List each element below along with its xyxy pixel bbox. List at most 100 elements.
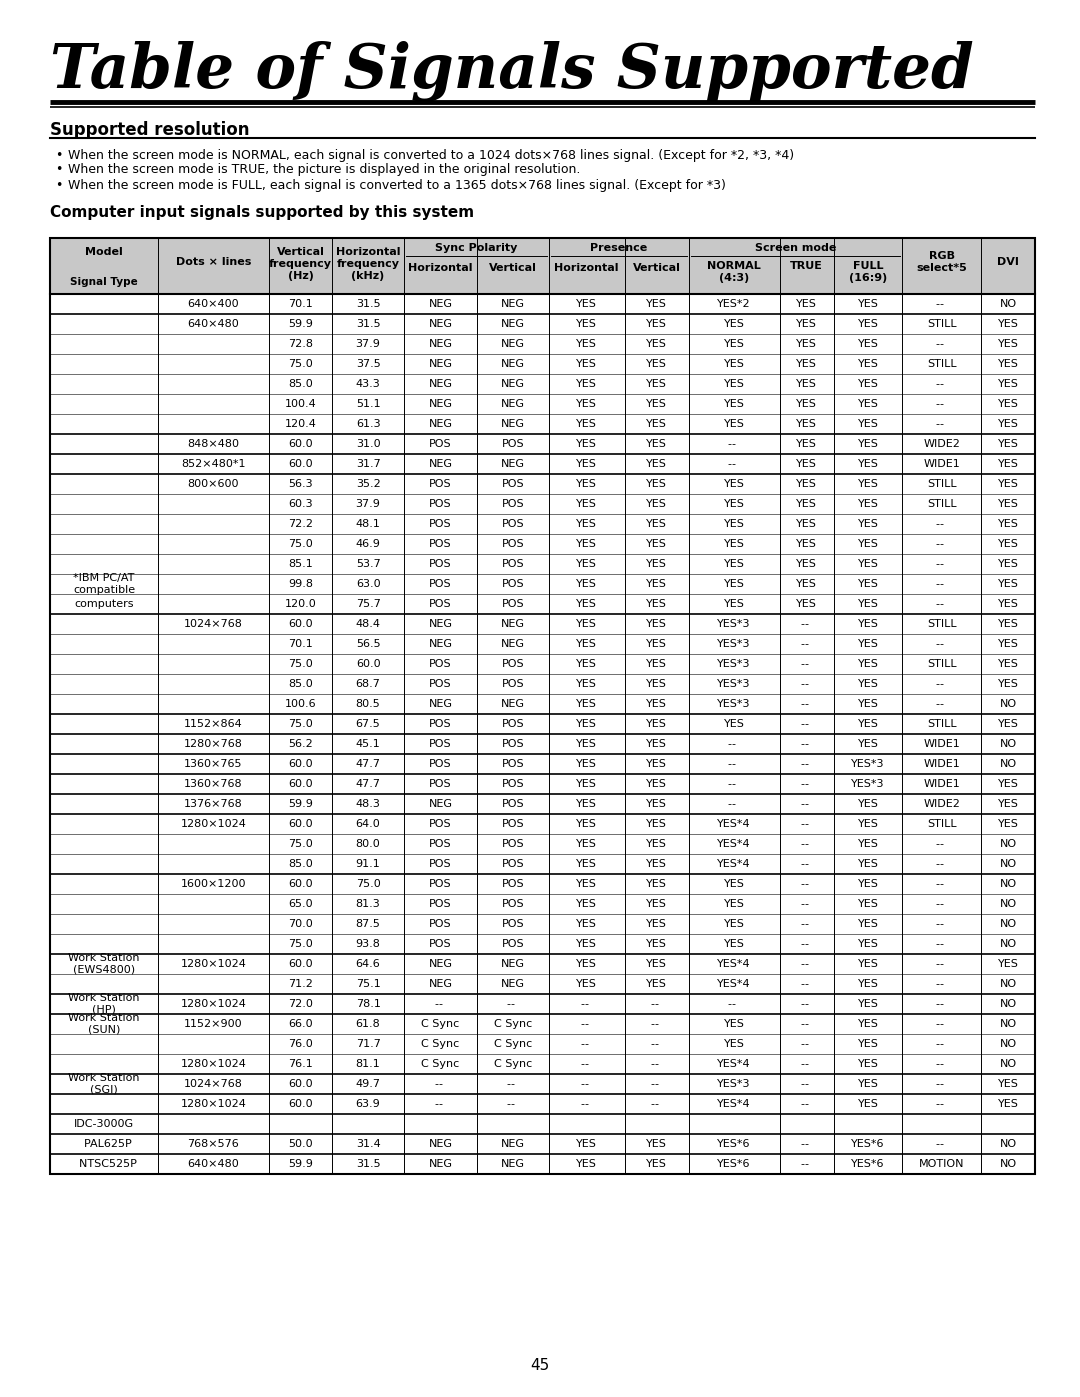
Text: YES: YES: [646, 319, 667, 330]
Text: 75.0: 75.0: [288, 840, 313, 849]
Text: STILL: STILL: [927, 359, 957, 369]
Text: POS: POS: [429, 759, 451, 768]
Text: NEG: NEG: [501, 1160, 525, 1169]
Text: 70.1: 70.1: [288, 299, 313, 309]
Text: 59.9: 59.9: [288, 799, 313, 809]
Text: NEG: NEG: [429, 419, 453, 429]
Text: 76.1: 76.1: [288, 1059, 313, 1069]
Text: 87.5: 87.5: [355, 919, 380, 929]
Text: YES: YES: [577, 840, 597, 849]
Text: YES: YES: [858, 599, 878, 609]
Text: YES: YES: [858, 559, 878, 569]
Text: NEG: NEG: [501, 400, 525, 409]
Text: YES: YES: [646, 559, 667, 569]
Text: YES*3: YES*3: [717, 619, 751, 629]
Text: 75.0: 75.0: [288, 539, 313, 549]
Text: --: --: [728, 759, 740, 768]
Text: 120.0: 120.0: [285, 599, 316, 609]
Text: POS: POS: [502, 780, 524, 789]
Text: 1360×765: 1360×765: [184, 759, 243, 768]
Text: --: --: [800, 780, 812, 789]
Text: 85.0: 85.0: [288, 679, 313, 689]
Text: --: --: [651, 1039, 662, 1049]
Text: YES: YES: [646, 599, 667, 609]
Text: --: --: [800, 958, 812, 970]
Text: TRUE: TRUE: [791, 261, 823, 271]
Text: YES: YES: [577, 319, 597, 330]
Text: YES*3: YES*3: [717, 638, 751, 650]
Text: YES: YES: [577, 539, 597, 549]
Text: NO: NO: [999, 1139, 1016, 1148]
Text: --: --: [936, 379, 947, 388]
Text: --: --: [936, 400, 947, 409]
Text: 31.0: 31.0: [355, 439, 380, 448]
Text: 65.0: 65.0: [288, 900, 313, 909]
Text: YES: YES: [858, 698, 878, 710]
Text: POS: POS: [429, 439, 451, 448]
Text: 66.0: 66.0: [288, 1018, 313, 1030]
Text: YES: YES: [858, 339, 878, 349]
Text: YES: YES: [577, 780, 597, 789]
Text: 60.0: 60.0: [288, 780, 313, 789]
Text: YES: YES: [998, 460, 1018, 469]
Text: YES: YES: [646, 400, 667, 409]
Text: YES: YES: [577, 859, 597, 869]
Text: YES: YES: [577, 499, 597, 509]
Text: NEG: NEG: [429, 638, 453, 650]
Text: WIDE2: WIDE2: [923, 799, 960, 809]
Text: C Sync: C Sync: [421, 1059, 460, 1069]
Text: 37.5: 37.5: [355, 359, 380, 369]
Text: --: --: [435, 1078, 446, 1090]
Text: POS: POS: [502, 879, 524, 888]
Text: YES: YES: [998, 780, 1018, 789]
Text: --: --: [800, 1139, 812, 1148]
Text: POS: POS: [429, 859, 451, 869]
Text: --: --: [936, 578, 947, 590]
Text: 35.2: 35.2: [355, 479, 380, 489]
Text: POS: POS: [429, 840, 451, 849]
Text: STILL: STILL: [927, 659, 957, 669]
Text: YES: YES: [998, 578, 1018, 590]
Text: YES: YES: [646, 840, 667, 849]
Text: NEG: NEG: [429, 1139, 453, 1148]
Text: POS: POS: [429, 719, 451, 729]
Text: YES: YES: [577, 359, 597, 369]
Text: 75.0: 75.0: [355, 879, 380, 888]
Text: NEG: NEG: [429, 460, 453, 469]
Text: YES: YES: [858, 900, 878, 909]
Text: 1024×768: 1024×768: [184, 619, 243, 629]
Text: 71.2: 71.2: [288, 979, 313, 989]
Text: POS: POS: [429, 919, 451, 929]
Text: Model: Model: [85, 247, 123, 257]
Text: 93.8: 93.8: [355, 939, 380, 949]
Text: 70.1: 70.1: [288, 638, 313, 650]
Text: POS: POS: [429, 520, 451, 529]
Text: Horizontal: Horizontal: [554, 263, 619, 272]
Text: 61.8: 61.8: [355, 1018, 380, 1030]
Text: POS: POS: [502, 439, 524, 448]
Text: YES: YES: [998, 400, 1018, 409]
Text: YES: YES: [858, 520, 878, 529]
Text: --: --: [435, 999, 446, 1009]
Text: YES: YES: [646, 919, 667, 929]
Text: NEG: NEG: [501, 638, 525, 650]
Text: YES: YES: [796, 460, 816, 469]
Text: --: --: [581, 1099, 593, 1109]
Text: --: --: [800, 919, 812, 929]
Text: 31.5: 31.5: [355, 319, 380, 330]
Text: 1152×864: 1152×864: [184, 719, 243, 729]
Text: MOTION: MOTION: [919, 1160, 964, 1169]
Text: YES: YES: [858, 859, 878, 869]
Text: 72.2: 72.2: [288, 520, 313, 529]
Text: When the screen mode is NORMAL, each signal is converted to a 1024 dots×768 line: When the screen mode is NORMAL, each sig…: [68, 148, 794, 162]
Text: NO: NO: [999, 939, 1016, 949]
Text: POS: POS: [429, 499, 451, 509]
Text: YES: YES: [646, 638, 667, 650]
Text: --: --: [800, 1078, 812, 1090]
Text: 37.9: 37.9: [355, 339, 380, 349]
Text: (kHz): (kHz): [351, 271, 384, 281]
Text: --: --: [936, 900, 947, 909]
Text: 72.8: 72.8: [288, 339, 313, 349]
Text: Work Station
(SGI): Work Station (SGI): [68, 1073, 139, 1095]
Text: --: --: [800, 659, 812, 669]
